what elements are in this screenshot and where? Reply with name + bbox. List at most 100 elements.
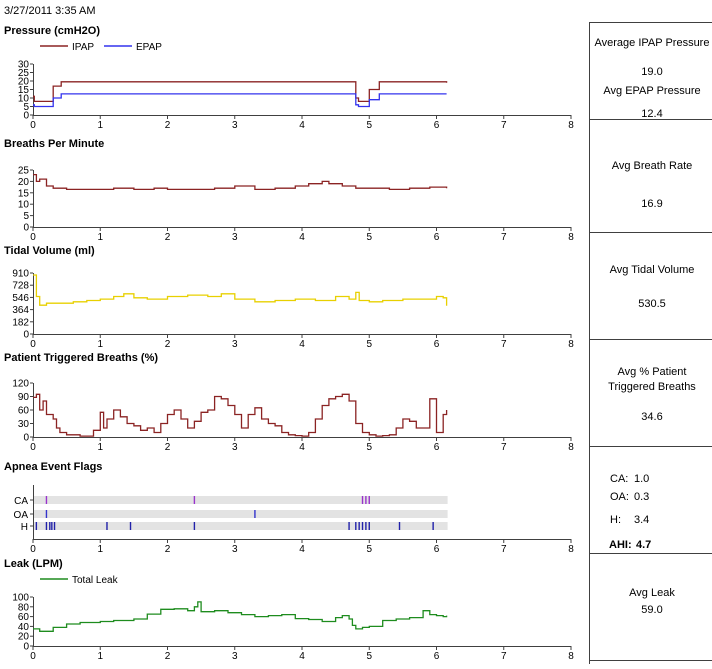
x-tick-label: 6 — [434, 339, 440, 350]
x-tick-label: 7 — [501, 442, 507, 453]
chart-panel-4: Patient Triggered Breaths (%) 0 1 2 3 4 5 6 7 8 0 3… — [4, 352, 574, 453]
y-tick-label: 90 — [18, 392, 30, 403]
avg-leak-value: 59.0 — [641, 604, 662, 616]
legend-label: EPAP — [136, 42, 162, 53]
x-tick-label: 5 — [366, 651, 372, 662]
y-tick-label: 25 — [18, 68, 30, 79]
chart-title: Apnea Event Flags — [4, 461, 102, 473]
x-tick-label: 0 — [30, 442, 36, 453]
x-tick-label: 8 — [568, 120, 574, 131]
y-tick-label: 0 — [23, 433, 29, 444]
y-tick-label: 20 — [18, 77, 30, 88]
x-tick-label: 7 — [501, 339, 507, 350]
series-line-total-leak — [33, 601, 448, 632]
y-tick-label: 0 — [23, 111, 29, 122]
x-tick-label: 3 — [232, 232, 238, 243]
y-tick-label: 0 — [23, 223, 29, 234]
y-category-label: CA — [14, 496, 28, 507]
x-tick-label: 4 — [299, 651, 305, 662]
avg-ipap-value: 19.0 — [641, 66, 662, 78]
oa-label: OA: — [610, 491, 629, 503]
chart-title: Tidal Volume (ml) — [4, 245, 95, 257]
avg-ptb-value: 34.6 — [641, 411, 662, 423]
chart-title: Leak (LPM) — [4, 558, 63, 570]
legend-label: Total Leak — [72, 575, 119, 586]
x-tick-label: 2 — [165, 120, 171, 131]
y-tick-label: 25 — [18, 166, 30, 177]
h-value: 3.4 — [634, 514, 649, 526]
avg-leak-label: Avg Leak — [629, 587, 675, 599]
y-tick-label: 0 — [23, 330, 29, 341]
series-line-value — [33, 173, 448, 191]
chart-title: Patient Triggered Breaths (%) — [4, 352, 158, 364]
event-track — [34, 510, 448, 518]
x-tick-label: 5 — [366, 544, 372, 555]
x-tick-label: 2 — [165, 544, 171, 555]
x-tick-label: 1 — [97, 120, 103, 131]
x-tick-label: 3 — [232, 651, 238, 662]
x-tick-label: 3 — [232, 120, 238, 131]
y-tick-label: 10 — [18, 94, 30, 105]
y-tick-label: 910 — [12, 269, 29, 280]
chart-title: Pressure (cmH2O) — [4, 25, 100, 37]
x-tick-label: 2 — [165, 651, 171, 662]
x-tick-label: 1 — [97, 232, 103, 243]
x-tick-label: 5 — [366, 442, 372, 453]
x-tick-label: 7 — [501, 651, 507, 662]
y-tick-label: 40 — [18, 622, 30, 633]
x-tick-label: 0 — [30, 120, 36, 131]
oa-value: 0.3 — [634, 491, 649, 503]
x-tick-label: 1 — [97, 544, 103, 555]
x-tick-label: 8 — [568, 339, 574, 350]
y-tick-label: 20 — [18, 632, 30, 643]
y-tick-label: 182 — [12, 317, 29, 328]
x-tick-label: 7 — [501, 544, 507, 555]
x-tick-label: 2 — [165, 442, 171, 453]
y-category-label: OA — [14, 510, 29, 521]
x-tick-label: 5 — [366, 120, 372, 131]
h-label: H: — [610, 514, 621, 526]
charts-layer: Pressure (cmH2O)0 1 2 3 4 5 6 7 8051015202530IPA… — [4, 25, 574, 662]
report-timestamp: 3/27/2011 3:35 AM — [4, 5, 96, 17]
x-tick-label: 8 — [568, 544, 574, 555]
x-tick-label: 0 — [30, 651, 36, 662]
y-tick-label: 100 — [12, 593, 29, 604]
x-tick-label: 6 — [434, 651, 440, 662]
x-tick-label: 2 — [165, 339, 171, 350]
y-tick-label: 5 — [23, 211, 29, 222]
avg-breath-rate-value: 16.9 — [641, 198, 662, 210]
stats-breath-rate: Avg Breath Rate 16.9 — [612, 160, 693, 210]
x-tick-label: 6 — [434, 120, 440, 131]
series-line-epap — [33, 93, 447, 108]
x-tick-label: 7 — [501, 232, 507, 243]
x-tick-label: 1 — [97, 651, 103, 662]
x-tick-label: 6 — [434, 442, 440, 453]
x-tick-label: 6 — [434, 544, 440, 555]
y-tick-label: 364 — [12, 305, 29, 316]
y-tick-label: 0 — [23, 642, 29, 653]
y-tick-label: 60 — [18, 406, 30, 417]
x-tick-label: 6 — [434, 232, 440, 243]
y-tick-label: 15 — [18, 188, 30, 199]
y-tick-label: 80 — [18, 602, 30, 613]
y-tick-label: 120 — [12, 379, 29, 390]
stats-patient-triggered: Avg % Patient Triggered Breaths 34.6 — [608, 366, 696, 423]
avg-tidal-volume-label: Avg Tidal Volume — [610, 264, 695, 276]
avg-ipap-label: Average IPAP Pressure — [595, 37, 710, 49]
x-tick-label: 3 — [232, 442, 238, 453]
x-tick-label: 8 — [568, 442, 574, 453]
x-tick-label: 4 — [299, 232, 305, 243]
stats-apnea: CA: 1.0 OA: 0.3 H: 3.4 AHI: 4.7 — [609, 473, 651, 551]
x-tick-label: 4 — [299, 120, 305, 131]
avg-epap-value: 12.4 — [641, 108, 662, 120]
avg-ptb-label-line1: Avg % Patient — [618, 366, 687, 378]
x-tick-label: 5 — [366, 339, 372, 350]
x-tick-label: 5 — [366, 232, 372, 243]
x-tick-label: 3 — [232, 339, 238, 350]
series-line-value — [33, 393, 448, 437]
stats-pressure: Average IPAP Pressure 19.0 Avg EPAP Pres… — [595, 37, 710, 120]
